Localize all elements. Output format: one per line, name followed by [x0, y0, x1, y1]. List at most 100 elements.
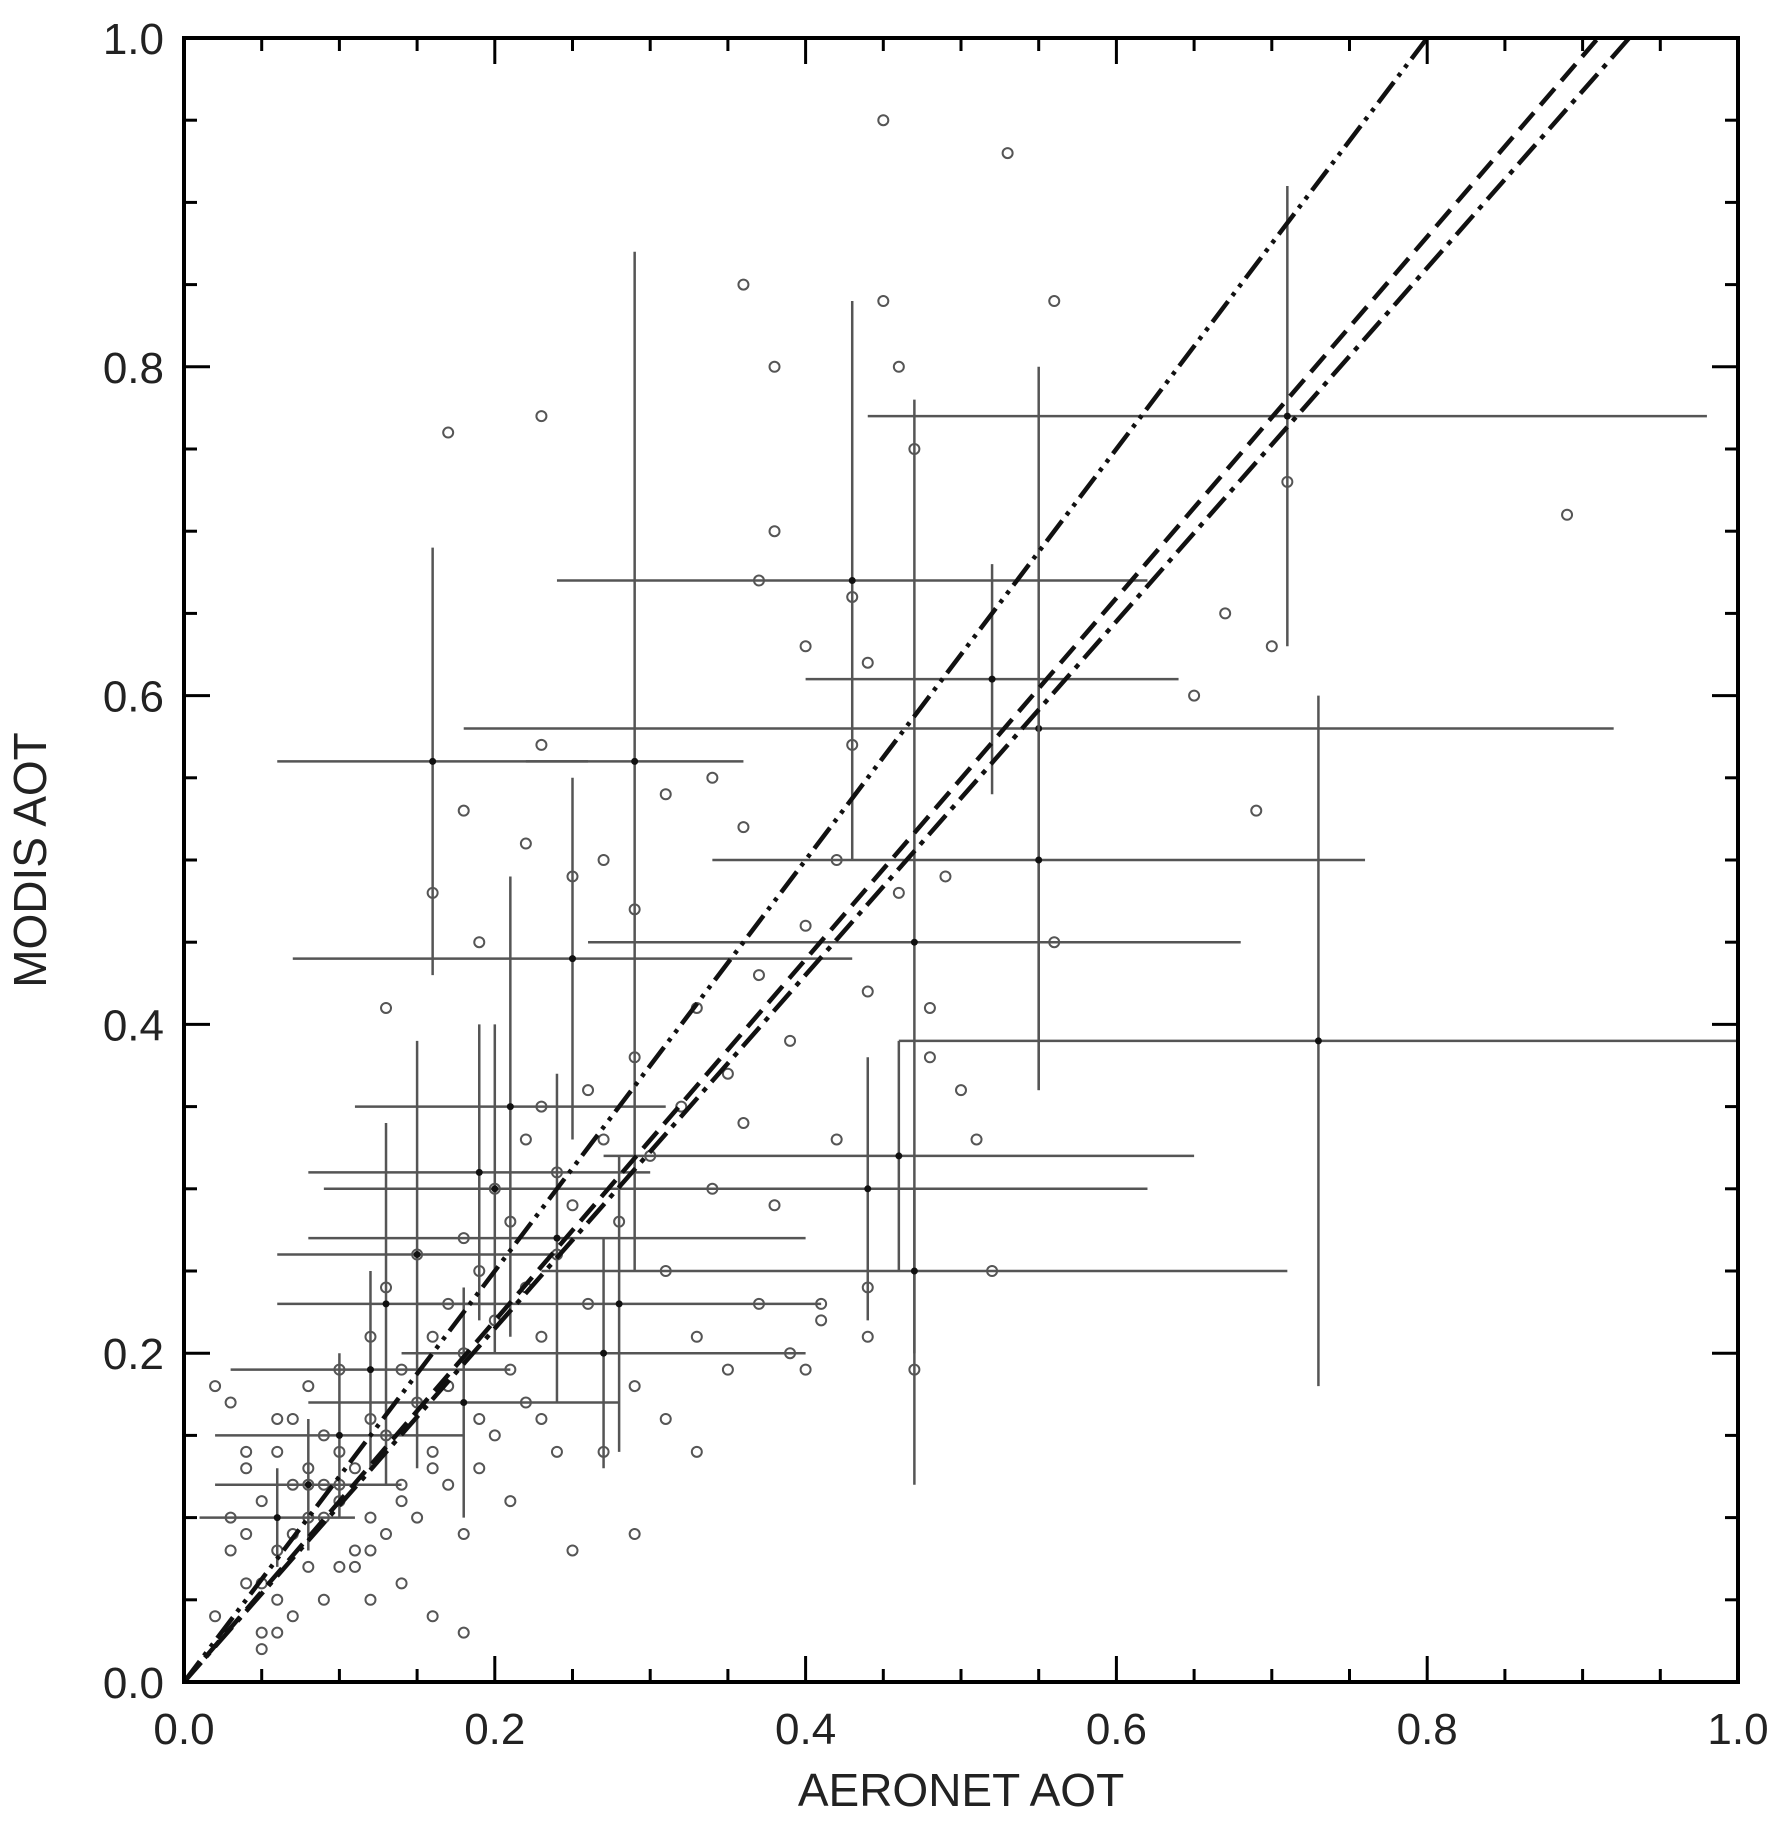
y-tick-label: 0.2 [103, 1330, 164, 1379]
data-point [504, 1495, 517, 1508]
data-point [737, 821, 750, 834]
data-point [690, 1330, 703, 1343]
data-point [768, 525, 781, 538]
data-point [1219, 607, 1232, 620]
data-point [488, 1429, 501, 1442]
data-point [411, 1511, 424, 1524]
data-point [380, 1528, 393, 1541]
data-point [240, 1462, 253, 1475]
data-point [473, 1462, 486, 1475]
data-point [566, 1544, 579, 1557]
data-point [302, 1380, 315, 1393]
data-point [348, 1560, 361, 1573]
data-point [380, 1001, 393, 1014]
errorbar-center-point [615, 1300, 623, 1308]
data-point [457, 1626, 470, 1639]
errorbar-center-point [382, 1300, 390, 1308]
errorbar-center-point [848, 577, 856, 585]
errorbar-center-point [491, 1185, 499, 1193]
data-point [473, 1412, 486, 1425]
data-point [426, 1610, 439, 1623]
data-point [784, 1034, 797, 1047]
data-point [830, 1133, 843, 1146]
errorbar-center-point [910, 1267, 918, 1275]
data-point [317, 1593, 330, 1606]
data-point [426, 1462, 439, 1475]
data-point [395, 1495, 408, 1508]
axis-ticks: 0.0 0.2 0.4 0.6 0.8 1.0 0.0 0.2 0.4 0.6 0.8 1.0 [103, 15, 1769, 1754]
errorbar-center-point [366, 1366, 374, 1374]
errorbar-center-point [569, 955, 576, 963]
data-point [240, 1445, 253, 1458]
data-point [892, 886, 905, 899]
data-point [861, 985, 874, 998]
errorbar-center-point [988, 675, 996, 683]
data-point [240, 1577, 253, 1590]
data-point [690, 1445, 703, 1458]
x-tick-label: 1.0 [1707, 1705, 1768, 1754]
data-point [519, 1133, 532, 1146]
y-tick-label: 1.0 [103, 15, 164, 64]
data-point [426, 1445, 439, 1458]
data-point [1265, 640, 1278, 653]
errorbar-center-point [460, 1399, 468, 1407]
data-point [799, 1363, 812, 1376]
data-point [209, 1610, 222, 1623]
data-point [955, 1084, 967, 1097]
errorbar-center-point [429, 757, 437, 765]
data-point [597, 1133, 610, 1146]
data-point [939, 870, 952, 883]
errorbar-center-point [864, 1185, 872, 1193]
data-point [1188, 689, 1201, 702]
errorbar-center-point [553, 1234, 561, 1242]
data-point [923, 1051, 936, 1064]
y-tick-label: 0.8 [103, 344, 164, 393]
data-point [348, 1462, 361, 1475]
data-point [706, 771, 719, 784]
data-point [659, 1412, 672, 1425]
errorbar-center-point [413, 1251, 421, 1259]
data-point [597, 854, 610, 866]
data-point [535, 1412, 548, 1425]
data-point [970, 1133, 983, 1146]
data-point [348, 1544, 361, 1557]
data-point [224, 1544, 237, 1557]
data-point [457, 1528, 470, 1541]
data-point [395, 1577, 408, 1590]
errorbar-center-point [273, 1514, 281, 1522]
data-point [815, 1314, 828, 1327]
data-point [426, 1330, 439, 1343]
errorbar-center-point [304, 1481, 312, 1489]
data-point [286, 1412, 299, 1425]
data-point [768, 1199, 781, 1212]
y-axis-title: MODIS AOT [4, 732, 56, 988]
data-point [659, 788, 672, 801]
data-point [1561, 508, 1574, 521]
data-point [535, 738, 548, 751]
regression-line-dash-dot-dot [182, 36, 1429, 1684]
x-axis-title: AERONET AOT [798, 1764, 1124, 1816]
x-tick-label: 0.0 [153, 1705, 214, 1754]
data-point [628, 1528, 641, 1541]
y-tick-label: 0.4 [103, 1001, 164, 1050]
x-tick-label: 0.8 [1397, 1705, 1458, 1754]
data-point [1250, 804, 1263, 817]
errorbar-center-point [631, 757, 639, 765]
regression-line-dash-dot [182, 36, 1631, 1684]
y-tick-label: 0.6 [103, 673, 164, 722]
errorbar-center-point [1035, 856, 1043, 864]
data-point [923, 1001, 936, 1014]
data-point [442, 1478, 455, 1491]
errorbar-center-point [910, 938, 918, 946]
data-point [721, 1363, 734, 1376]
data-point [255, 1643, 268, 1656]
regression-line-dashed [182, 36, 1600, 1684]
data-point [442, 426, 455, 439]
data-point [877, 295, 890, 308]
data-point [737, 1117, 750, 1130]
data-point [535, 410, 548, 423]
x-tick-label: 0.2 [464, 1705, 525, 1754]
data-point [240, 1528, 253, 1541]
data-point [519, 837, 532, 850]
errorbar-center-point [600, 1349, 608, 1357]
